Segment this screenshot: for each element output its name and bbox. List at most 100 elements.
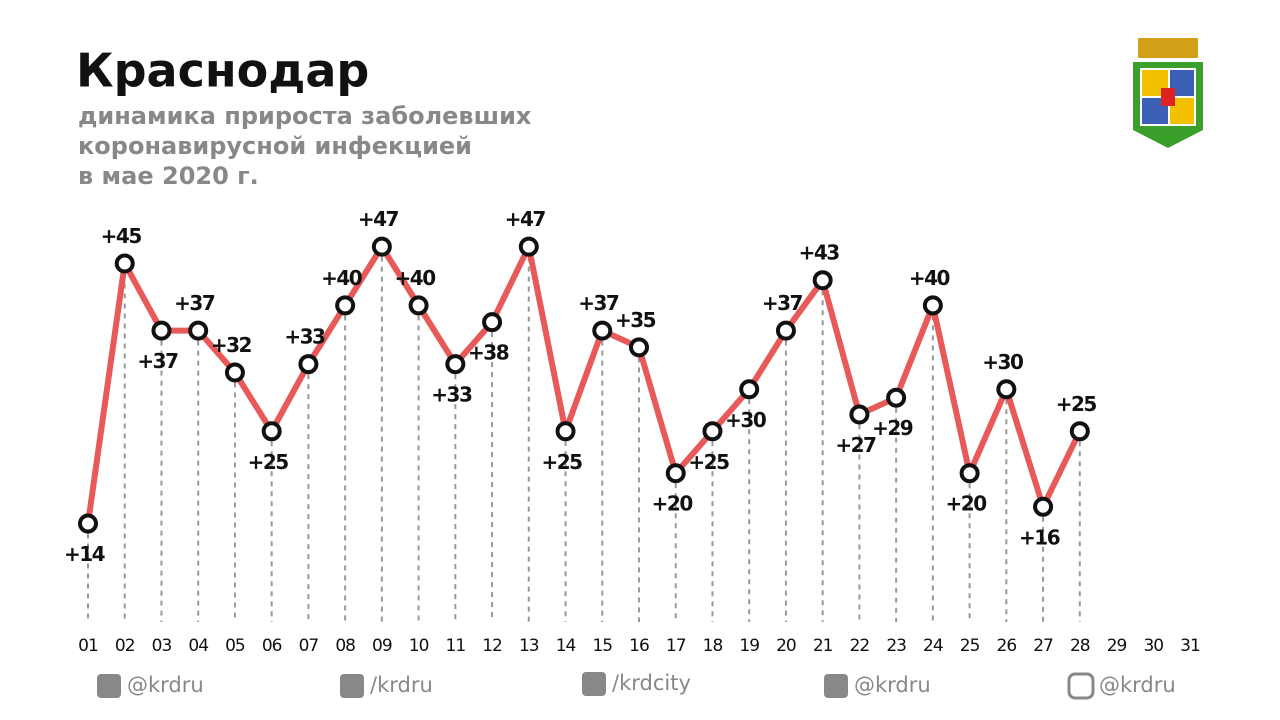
x-tick-label: 10	[409, 636, 429, 656]
data-point	[188, 320, 209, 341]
x-tick-label: 24	[923, 636, 943, 656]
social-handle: @krdru	[854, 673, 931, 697]
data-label: +16	[1019, 525, 1060, 549]
x-tick-label: 03	[152, 636, 172, 656]
x-tick-label: 14	[556, 636, 576, 656]
x-tick-label: 20	[776, 636, 796, 656]
x-tick-label: 13	[519, 636, 539, 656]
data-label: +20	[946, 492, 987, 516]
data-point	[482, 312, 503, 333]
data-point	[959, 463, 980, 484]
x-tick-label: 26	[997, 636, 1017, 656]
data-label: +27	[835, 433, 876, 457]
x-tick-label: 23	[886, 636, 906, 656]
data-point	[261, 421, 282, 442]
data-label: +45	[101, 224, 142, 248]
data-label: +25	[541, 450, 582, 474]
emblem	[1133, 38, 1203, 148]
subtitle: динамика прироста заболевших	[78, 102, 532, 130]
x-tick-label: 18	[703, 636, 723, 656]
x-tick-label: 25	[960, 636, 980, 656]
data-point	[1033, 496, 1054, 517]
data-point	[298, 354, 319, 375]
data-point	[922, 295, 943, 316]
data-point	[812, 270, 833, 291]
data-label: +29	[872, 416, 913, 440]
x-tick-label: 06	[262, 636, 282, 656]
data-label: +25	[1056, 392, 1097, 416]
x-tick-label: 02	[115, 636, 135, 656]
x-tick-label: 29	[1107, 636, 1127, 656]
data-label: +37	[174, 291, 215, 315]
data-label: +37	[137, 349, 178, 373]
data-label: +47	[358, 207, 399, 231]
social-handle: @krdru	[127, 673, 204, 697]
x-tick-label: 07	[299, 636, 319, 656]
data-point	[775, 320, 796, 341]
data-label: +30	[725, 408, 766, 432]
data-label: +40	[909, 266, 950, 290]
data-label: +47	[505, 207, 546, 231]
x-tick-label: 19	[739, 636, 759, 656]
data-line	[85, 243, 1083, 524]
data-point	[224, 362, 245, 383]
data-label: +37	[578, 291, 619, 315]
data-point	[702, 421, 723, 442]
data-label: +30	[982, 350, 1023, 374]
data-label: +43	[799, 241, 840, 265]
data-label: +35	[615, 308, 656, 332]
data-point	[445, 354, 466, 375]
data-point	[849, 404, 870, 425]
chart-title: Краснодар	[76, 44, 369, 98]
data-point	[114, 253, 135, 274]
x-tick-label: 27	[1033, 636, 1053, 656]
x-tick-label: 31	[1180, 636, 1200, 656]
social-handle: @krdru	[1099, 673, 1176, 697]
data-label: +25	[248, 450, 289, 474]
data-point	[555, 421, 576, 442]
data-point	[371, 236, 392, 257]
x-tick-label: 30	[1143, 636, 1163, 656]
x-tick-label: 12	[482, 636, 502, 656]
data-point	[996, 379, 1017, 400]
x-tick-label: 21	[813, 636, 833, 656]
data-point	[408, 295, 429, 316]
x-tick-label: 15	[592, 636, 612, 656]
data-point	[739, 379, 760, 400]
data-point	[78, 513, 98, 534]
x-tick-label: 09	[372, 636, 392, 656]
data-label: +40	[395, 266, 436, 290]
data-label: +14	[64, 542, 105, 566]
data-point	[335, 295, 356, 316]
x-tick-label: 28	[1070, 636, 1090, 656]
x-tick-label: 17	[666, 636, 686, 656]
x-tick-label: 01	[78, 636, 98, 656]
social-handle: /krdcity	[612, 671, 691, 695]
data-point	[665, 463, 686, 484]
data-point	[592, 320, 613, 341]
x-tick-label: 05	[225, 636, 245, 656]
data-label: +32	[211, 333, 252, 357]
data-point	[629, 337, 649, 358]
data-label: +38	[468, 341, 509, 365]
facebook-icon	[582, 672, 606, 696]
data-label: +33	[431, 383, 472, 407]
data-label: +37	[762, 291, 803, 315]
x-tick-label: 22	[850, 636, 870, 656]
x-tick-label: 08	[335, 636, 355, 656]
data-label: +20	[652, 492, 693, 516]
x-tick-label: 16	[629, 636, 649, 656]
data-point	[518, 236, 539, 257]
data-label: +40	[321, 266, 362, 290]
twitter-icon	[824, 674, 848, 698]
subtitle: в мае 2020 г.	[78, 162, 259, 190]
subtitle: коронавирусной инфекцией	[78, 132, 472, 160]
data-point	[151, 320, 172, 341]
x-tick-label: 11	[446, 636, 466, 656]
vk-icon	[340, 674, 364, 698]
data-point	[886, 387, 907, 408]
data-label: +33	[284, 325, 325, 349]
data-point	[1069, 421, 1090, 442]
telegram-icon	[97, 674, 121, 698]
